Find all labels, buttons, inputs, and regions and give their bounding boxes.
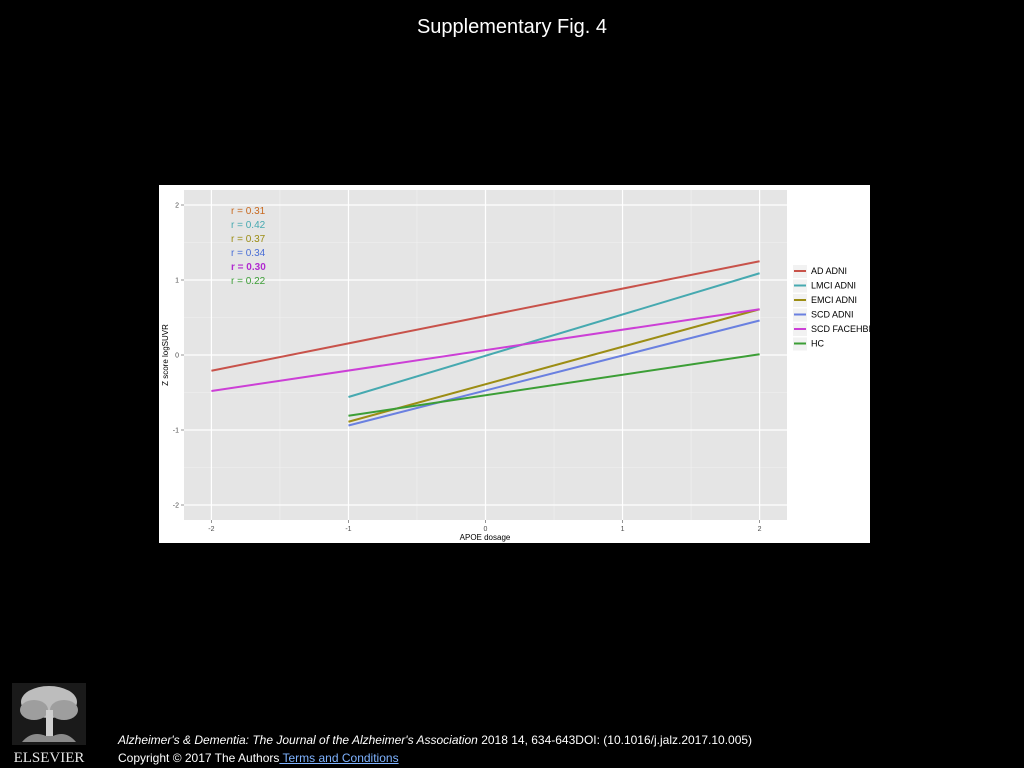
copyright-line: Copyright © 2017 The Authors Terms and C… [118, 749, 752, 767]
y-tick-label: 0 [175, 353, 179, 360]
series-line-emci-adni [348, 308, 760, 423]
legend: AD ADNI LMCI ADNI EMCI ADNI SCD ADNI SCD FAC… [793, 265, 870, 351]
legend-label: SCD ADNI [811, 310, 854, 320]
slide-title: Supplementary Fig. 4 [416, 16, 608, 38]
series-line-lmci-adni [348, 272, 760, 398]
series-line-scd-facehbi [211, 308, 760, 392]
correlation-label: r = 0.30 [231, 262, 266, 273]
y-axis-ticks: -2 -1 0 1 2 [173, 203, 184, 510]
series-line-hc [348, 353, 760, 417]
legend-label: LMCI ADNI [811, 281, 856, 291]
correlation-label: r = 0.37 [231, 234, 266, 245]
legend-label: AD ADNI [811, 266, 847, 276]
x-tick-label: -1 [345, 526, 351, 533]
correlation-label: r = 0.31 [231, 206, 266, 217]
x-tick-label: -2 [208, 526, 214, 533]
x-axis-title: APOE dosage [460, 533, 511, 542]
x-axis-ticks: -2 -1 0 1 2 [208, 520, 762, 533]
line-chart: -2 -1 0 1 2 -2 -1 0 1 2 r = 0.31 r = 0.42 r = 0.37… [161, 190, 870, 542]
x-tick-label: 2 [758, 526, 762, 533]
citation-details: 2018 14, 634-643DOI: (10.1016/j.jalz.201… [477, 733, 753, 747]
copyright-text: Copyright © 2017 The Authors [118, 751, 280, 765]
x-tick-label: 0 [484, 526, 488, 533]
correlation-label: r = 0.22 [231, 276, 266, 287]
citation-line: Alzheimer's & Dementia: The Journal of t… [118, 731, 752, 749]
y-tick-label: -1 [173, 428, 179, 435]
legend-label: EMCI ADNI [811, 295, 857, 305]
x-tick-label: 1 [621, 526, 625, 533]
elsevier-wordmark: ELSEVIER [14, 750, 85, 766]
elsevier-logo: ELSEVIER [12, 683, 86, 766]
correlation-annotations: r = 0.31 r = 0.42 r = 0.37 r = 0.34 r = 0.30… [231, 206, 266, 287]
series-line-ad-adni [211, 260, 760, 372]
series-lines [211, 260, 760, 427]
elsevier-tree-icon [12, 683, 86, 745]
citation-block: Alzheimer's & Dementia: The Journal of t… [118, 731, 752, 767]
correlation-label: r = 0.34 [231, 248, 266, 259]
legend-label: SCD FACEHBI [811, 324, 870, 334]
y-axis-title: Z score logSUVR [161, 324, 170, 386]
y-tick-label: 1 [175, 278, 179, 285]
terms-link[interactable]: Terms and Conditions [279, 751, 399, 765]
figure-panel: -2 -1 0 1 2 -2 -1 0 1 2 r = 0.31 r = 0.42 r = 0.37… [159, 185, 870, 543]
y-tick-label: 2 [175, 203, 179, 210]
y-tick-label: -2 [173, 503, 179, 510]
series-line-scd-adni [348, 319, 760, 427]
journal-name: Alzheimer's & Dementia: The Journal of t… [118, 733, 478, 747]
correlation-label: r = 0.42 [231, 220, 266, 231]
legend-label: HC [811, 339, 824, 349]
